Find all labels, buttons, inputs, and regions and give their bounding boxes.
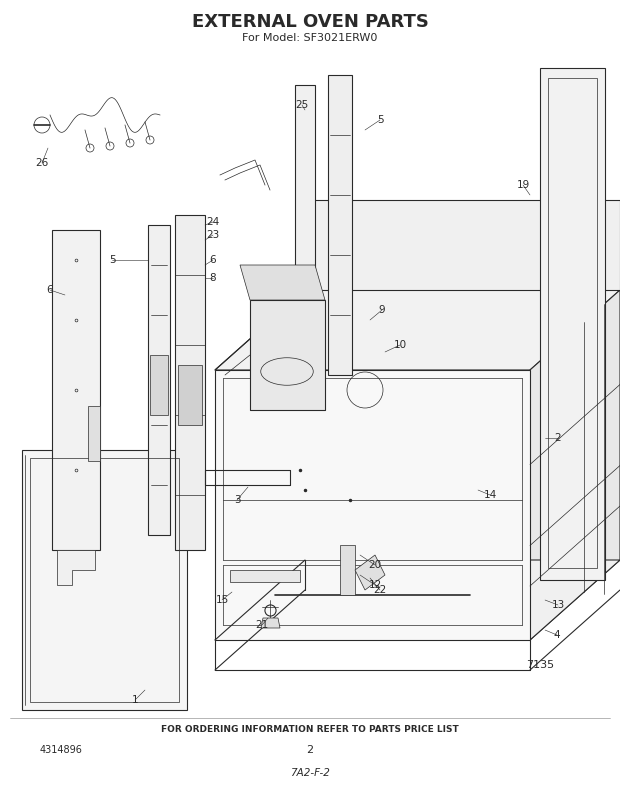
Text: 5: 5	[108, 255, 115, 265]
Polygon shape	[230, 570, 300, 582]
Polygon shape	[530, 290, 620, 640]
Polygon shape	[215, 370, 530, 640]
Polygon shape	[328, 75, 352, 375]
Text: 4: 4	[554, 630, 560, 640]
Text: 6: 6	[46, 285, 53, 295]
Polygon shape	[88, 406, 100, 461]
Text: 6: 6	[210, 255, 216, 265]
Text: 15: 15	[215, 595, 229, 605]
Text: 23: 23	[206, 230, 219, 240]
Polygon shape	[215, 290, 620, 370]
Text: 7135: 7135	[526, 660, 554, 670]
Text: 2: 2	[306, 745, 314, 755]
Polygon shape	[178, 365, 202, 425]
Text: 8: 8	[210, 273, 216, 283]
Polygon shape	[150, 355, 168, 415]
Polygon shape	[175, 215, 205, 550]
Polygon shape	[22, 450, 187, 710]
Text: 5: 5	[377, 115, 383, 125]
Polygon shape	[305, 200, 620, 290]
Polygon shape	[261, 618, 280, 628]
Text: 9: 9	[379, 305, 385, 315]
Polygon shape	[305, 290, 505, 560]
Text: 24: 24	[206, 217, 219, 227]
Polygon shape	[240, 265, 325, 300]
Polygon shape	[250, 300, 325, 410]
Text: 21: 21	[255, 620, 268, 630]
Text: FOR ORDERING INFORMATION REFER TO PARTS PRICE LIST: FOR ORDERING INFORMATION REFER TO PARTS …	[161, 726, 459, 734]
Polygon shape	[340, 545, 355, 595]
Text: 12: 12	[368, 580, 382, 590]
Polygon shape	[52, 230, 100, 550]
Text: 2: 2	[555, 433, 561, 443]
Polygon shape	[540, 68, 605, 580]
Text: 19: 19	[516, 180, 529, 190]
Text: 26: 26	[35, 158, 48, 168]
Polygon shape	[215, 560, 620, 640]
Text: For Model: SF3021ERW0: For Model: SF3021ERW0	[242, 33, 378, 43]
Text: 1: 1	[131, 695, 138, 705]
Text: 14: 14	[484, 490, 497, 500]
Polygon shape	[355, 555, 385, 590]
Text: 25: 25	[295, 100, 309, 110]
Text: eReplacementParts.com: eReplacementParts.com	[234, 483, 386, 497]
Text: 7A2-F-2: 7A2-F-2	[290, 768, 330, 778]
Polygon shape	[295, 85, 315, 370]
Text: 10: 10	[394, 340, 407, 350]
Text: 20: 20	[368, 560, 381, 570]
Text: 13: 13	[551, 600, 565, 610]
Text: 3: 3	[234, 495, 241, 505]
Polygon shape	[57, 550, 95, 585]
Polygon shape	[148, 225, 170, 535]
Text: EXTERNAL OVEN PARTS: EXTERNAL OVEN PARTS	[192, 13, 428, 31]
Text: 22: 22	[373, 585, 387, 595]
Text: 4314896: 4314896	[40, 745, 83, 755]
